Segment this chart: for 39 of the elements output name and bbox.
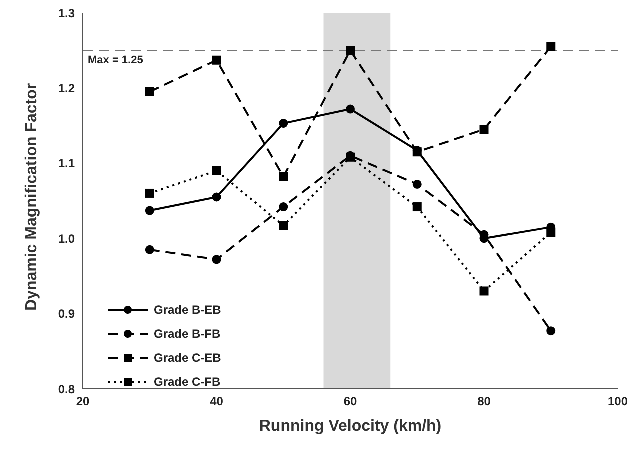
legend-label: Grade B-EB — [154, 302, 222, 319]
y-tick-label: 1.2 — [58, 81, 76, 96]
point — [212, 166, 222, 176]
point — [212, 192, 222, 202]
point — [212, 56, 222, 65]
point — [212, 255, 222, 264]
x-tick-label: 40 — [210, 394, 224, 409]
x-axis-title: Running Velocity (km/h) — [259, 418, 442, 435]
y-tick-label: 1.3 — [58, 6, 76, 20]
point — [145, 245, 154, 254]
ref-line-label: Max = 1.25 — [88, 54, 144, 66]
legend-label: Grade C-FB — [154, 374, 221, 391]
point — [279, 119, 288, 128]
y-tick-label: 1.0 — [58, 232, 76, 246]
x-tick-label: 100 — [608, 394, 628, 409]
x-tick-label: 80 — [478, 394, 492, 409]
point — [145, 206, 154, 216]
y-axis-title: Dynamic Magnification Factor — [24, 83, 41, 311]
y-tick-label: 1.1 — [58, 156, 76, 171]
legend-label: Grade B-FB — [154, 326, 221, 343]
point — [480, 286, 489, 296]
point — [279, 172, 288, 182]
point — [546, 326, 556, 336]
point — [480, 125, 489, 134]
point — [279, 221, 288, 230]
x-tick-label: 60 — [344, 394, 358, 409]
point — [145, 188, 154, 198]
point — [546, 42, 556, 52]
y-tick-label: 0.8 — [58, 382, 76, 396]
point — [546, 228, 556, 238]
point — [346, 46, 355, 56]
point — [412, 180, 422, 189]
legend-label: Grade C-EB — [154, 350, 222, 367]
point — [279, 202, 288, 212]
y-tick-label: 0.9 — [58, 307, 76, 322]
point — [346, 104, 355, 114]
point — [145, 87, 154, 96]
x-tick-label: 20 — [76, 394, 90, 409]
point — [412, 202, 422, 212]
